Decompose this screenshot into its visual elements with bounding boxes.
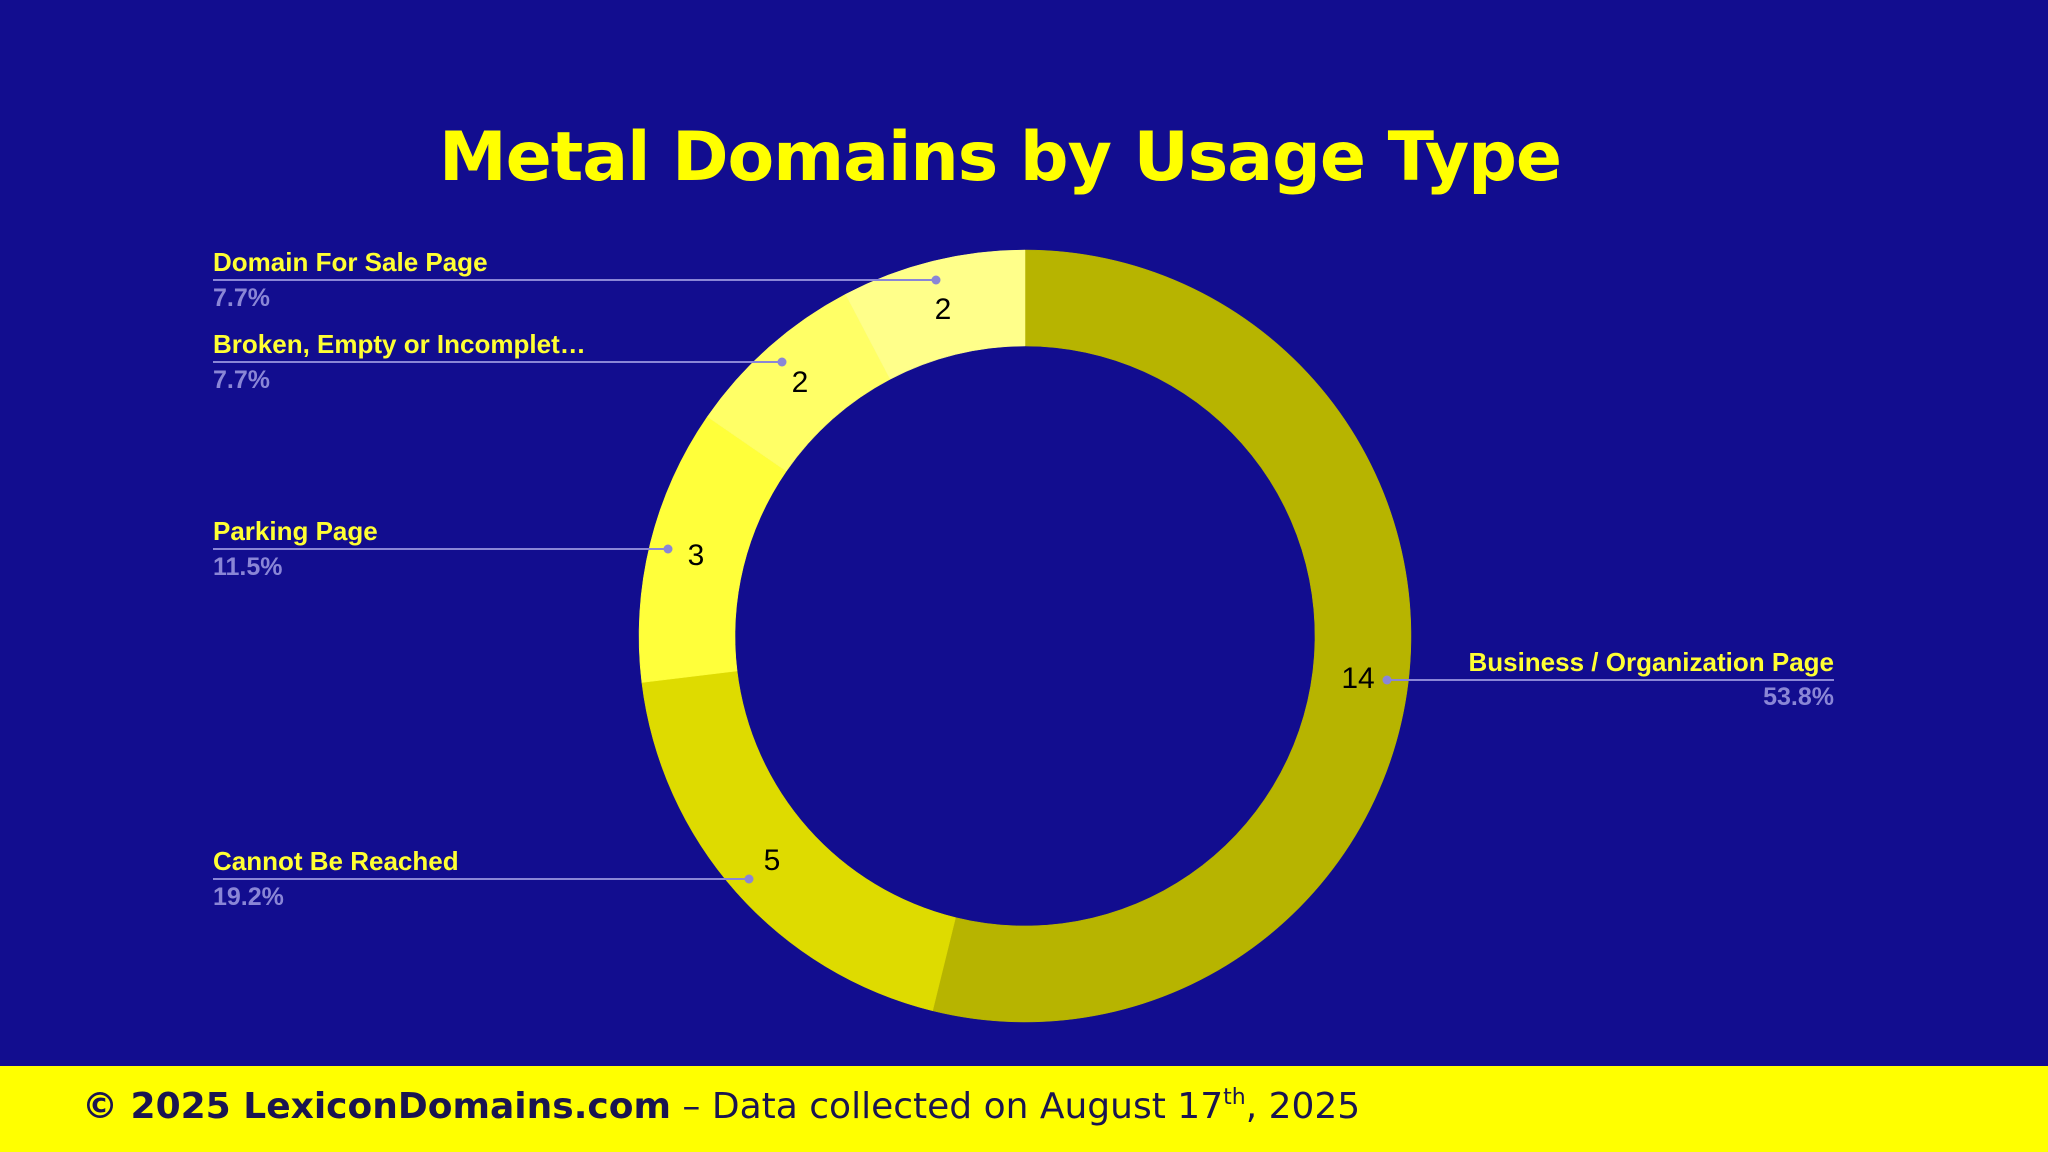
slice-business-organization-page xyxy=(932,249,1412,1023)
leader-dot xyxy=(777,357,787,367)
legend-percent: 11.5% xyxy=(213,553,283,581)
legend-percent: 53.8% xyxy=(1763,683,1834,711)
footer-collected-text: – Data collected on August 17 xyxy=(670,1086,1224,1127)
footer-date-suffix: th xyxy=(1223,1085,1246,1110)
legend-group: Business / Organization Page 53.8% Cannot … xyxy=(213,247,1834,911)
footer-copyright: © 2025 LexiconDomains.com xyxy=(82,1086,671,1127)
footer-year: , 2025 xyxy=(1245,1086,1361,1127)
legend-percent: 7.7% xyxy=(213,284,270,312)
slice-domain-for-sale-page xyxy=(845,249,1026,380)
slice-value-label: 5 xyxy=(764,844,781,877)
leader-dot xyxy=(663,544,673,554)
slices-group: 14 5 3 2 2 xyxy=(638,249,1412,1023)
leader-dot xyxy=(744,874,754,884)
slice-value-label: 3 xyxy=(688,539,705,572)
leader-dot xyxy=(931,275,941,285)
legend-label: Parking Page xyxy=(213,516,378,546)
slice-value-label: 14 xyxy=(1341,662,1374,695)
legend-percent: 7.7% xyxy=(213,366,270,394)
slice-value-label: 2 xyxy=(792,366,809,399)
leader-dot xyxy=(1382,675,1392,685)
chart-title: Metal Domains by Usage Type xyxy=(438,118,1562,197)
legend-label: Broken, Empty or Incomplet… xyxy=(213,329,586,359)
slice-cannot-be-reached xyxy=(641,670,956,1012)
slice-value-label: 2 xyxy=(935,293,952,326)
footer-bar: © 2025 LexiconDomains.com – Data collect… xyxy=(0,1066,2048,1152)
donut-chart: 14 5 3 2 2 Business / Organization Page 53.8%… xyxy=(213,247,1834,1023)
legend-label: Business / Organization Page xyxy=(1468,647,1834,677)
legend-percent: 19.2% xyxy=(213,883,284,911)
legend-label: Cannot Be Reached xyxy=(213,846,459,876)
legend-label: Domain For Sale Page xyxy=(213,247,488,277)
footer-text: © 2025 LexiconDomains.com – Data collect… xyxy=(82,1086,1360,1127)
